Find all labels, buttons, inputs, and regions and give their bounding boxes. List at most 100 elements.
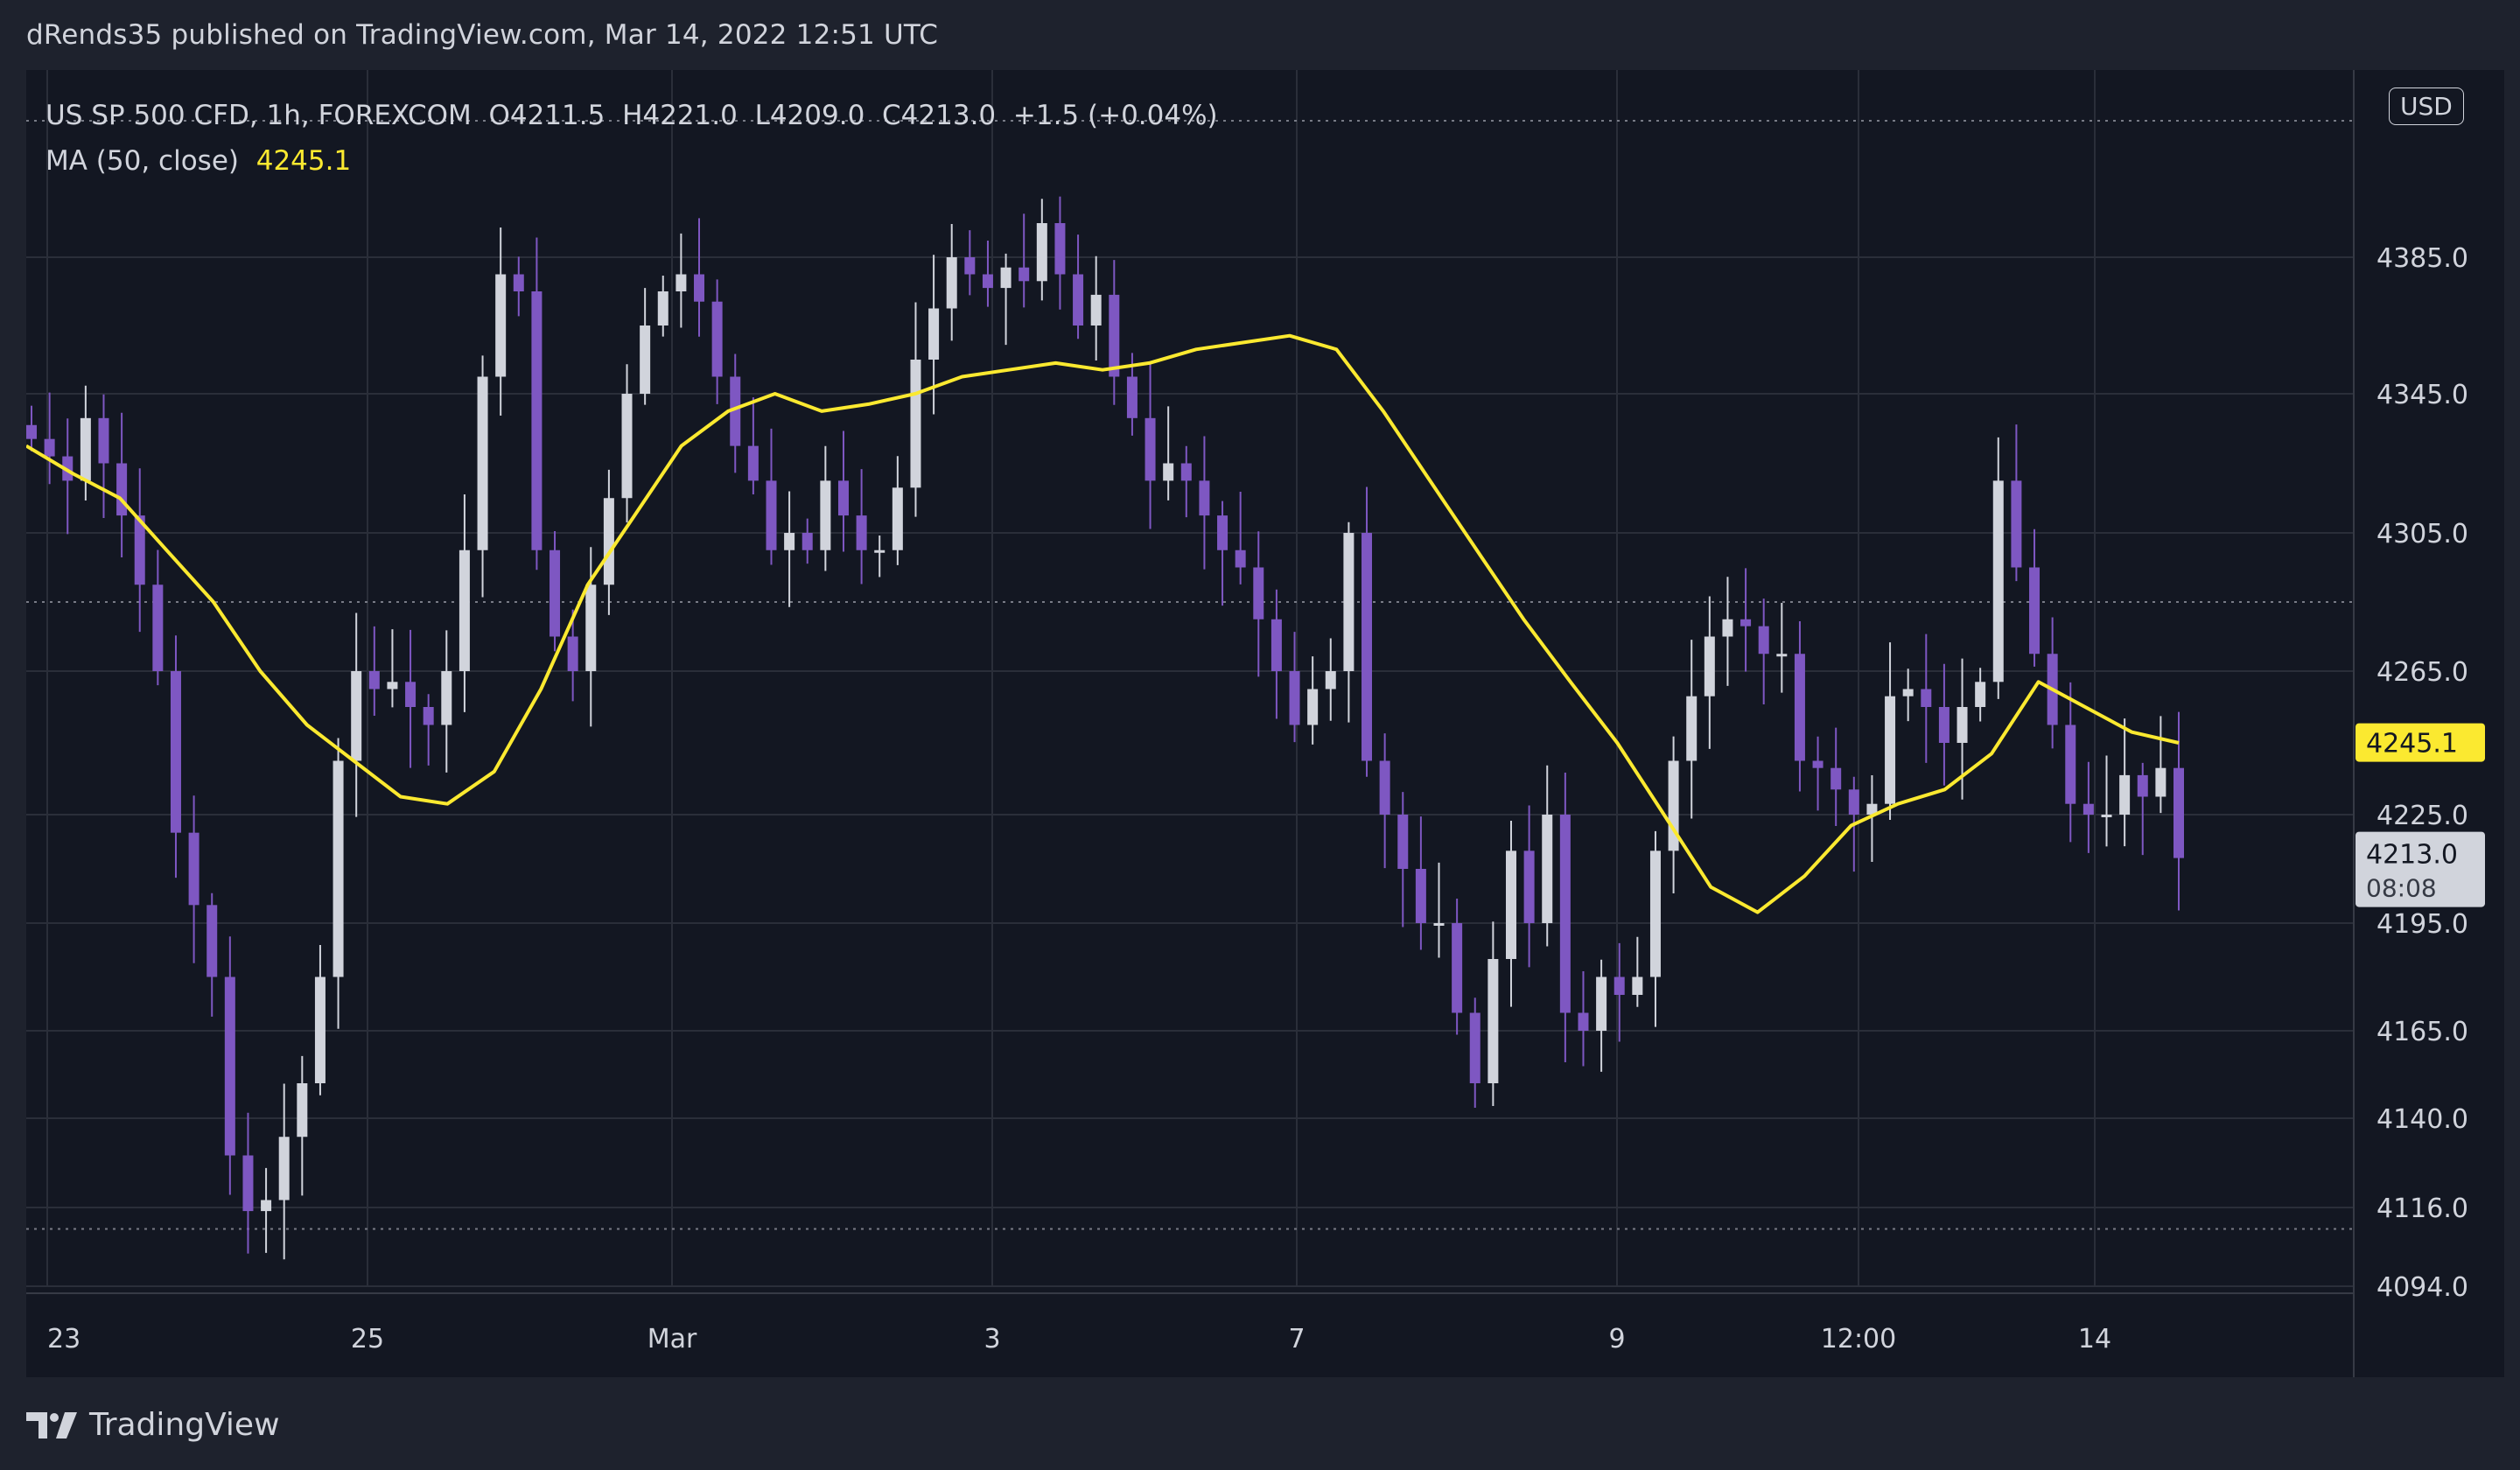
candle-body-bear xyxy=(368,671,380,690)
candle-body-bull xyxy=(80,417,91,481)
candle-body-bull xyxy=(603,498,614,585)
currency-button[interactable]: USD xyxy=(2389,88,2464,125)
candle-body-bull xyxy=(387,682,398,690)
candle-body-bear xyxy=(1830,767,1842,790)
y-tick-label: 4265.0 xyxy=(2376,657,2468,688)
candle-body-bull xyxy=(2155,767,2166,797)
bar-countdown-label: 08:08 xyxy=(2366,874,2437,903)
candle-body-bull xyxy=(621,394,633,499)
legend-ma-value: 4245.1 xyxy=(256,145,352,177)
y-tick-label: 4165.0 xyxy=(2376,1017,2468,1047)
candle-body-bull xyxy=(1542,815,1553,923)
x-tick-label: 3 xyxy=(984,1324,1000,1354)
candle-body-bull xyxy=(1632,976,1643,995)
candle-body-bull xyxy=(1902,689,1914,696)
candle-body-bear xyxy=(1199,480,1210,516)
candle-body-bull xyxy=(1956,707,1968,743)
ma-price-label-bg xyxy=(2356,723,2485,762)
candle-body-bear xyxy=(1270,619,1282,671)
candle-body-bear xyxy=(206,905,218,977)
candle-body-bull xyxy=(784,533,795,550)
x-tick-label: 7 xyxy=(1288,1324,1305,1354)
candle-body-bear xyxy=(1938,707,1950,743)
chart-legend: US SP 500 CFD, 1h, FOREXCOM O4211.5 H422… xyxy=(46,93,1218,184)
candle-body-bull xyxy=(495,274,507,377)
candle-body-bull xyxy=(1776,654,1788,657)
candle-body-bull xyxy=(892,487,903,550)
candle-body-bear xyxy=(98,417,109,464)
candle-body-bear xyxy=(1921,689,1932,707)
candle-body-bull xyxy=(278,1137,290,1200)
candle-body-bull xyxy=(1090,294,1102,326)
legend-change: +1.5 (+0.04%) xyxy=(1012,100,1218,131)
candle-body-bear xyxy=(837,480,849,516)
price-lines xyxy=(26,120,2354,1230)
brand-name: TradingView xyxy=(89,1407,280,1443)
candle-body-bear xyxy=(116,463,128,516)
candle-body-bull xyxy=(297,1083,308,1138)
y-tick-label: 4195.0 xyxy=(2376,909,2468,940)
candle-body-bear xyxy=(1018,267,1030,282)
legend-open: O4211.5 xyxy=(488,100,606,131)
candle-body-bear xyxy=(1578,1012,1589,1031)
last-price-label: 4213.0 xyxy=(2366,840,2458,871)
legend-ma-label: MA (50, close) xyxy=(46,145,239,177)
candle-body-bear xyxy=(1126,376,1138,418)
candle-body-bear xyxy=(2174,767,2184,858)
legend-high: H4221.0 xyxy=(622,100,738,131)
candle-body-bear xyxy=(1452,923,1463,1013)
candle-body-bull xyxy=(261,1200,272,1212)
candle-body-bear xyxy=(1469,1012,1480,1083)
legend-low: L4209.0 xyxy=(754,100,865,131)
tradingview-logo[interactable]: TradingView xyxy=(26,1407,280,1443)
candle-body-bear xyxy=(982,274,993,289)
candle-body-bull xyxy=(1488,959,1499,1083)
candles xyxy=(26,196,2184,1260)
candle-body-bear xyxy=(1812,760,1824,768)
candle-body-bear xyxy=(1362,533,1373,761)
candle-body-bull xyxy=(676,274,687,291)
chart-panel[interactable]: 4385.0 4345.0 4305.0 4265.0 4225.0 4195.0 4165… xyxy=(26,70,2504,1377)
axes: 4385.0 4345.0 4305.0 4265.0 4225.0 4195.0 4165… xyxy=(26,70,2468,1377)
y-tick-label: 4094.0 xyxy=(2376,1272,2468,1303)
candle-body-bear xyxy=(766,480,777,550)
candle-body-bull xyxy=(1000,267,1012,289)
x-tick-label: 14 xyxy=(2078,1324,2111,1354)
candlestick-chart[interactable]: 4385.0 4345.0 4305.0 4265.0 4225.0 4195.0 4165… xyxy=(26,70,2504,1377)
tradingview-logo-icon xyxy=(26,1411,77,1438)
candle-body-bull xyxy=(928,308,940,360)
candle-body-bull xyxy=(585,584,597,671)
x-tick-label: 23 xyxy=(47,1324,80,1354)
candle-body-bear xyxy=(802,533,813,550)
candle-body-bull xyxy=(1163,463,1174,481)
candle-body-bear xyxy=(856,515,867,550)
price-labels: 4245.1 4213.0 08:08 xyxy=(2356,723,2485,907)
candle-body-bear xyxy=(44,438,55,457)
legend-row-symbol: US SP 500 CFD, 1h, FOREXCOM O4211.5 H422… xyxy=(46,93,1218,138)
candle-body-bear xyxy=(242,1155,254,1212)
legend-close: C4213.0 xyxy=(882,100,997,131)
candle-body-bear xyxy=(423,707,434,725)
candle-body-bull xyxy=(1505,850,1516,959)
candle-body-bull xyxy=(1036,223,1047,282)
candle-body-bear xyxy=(1523,850,1535,923)
candle-body-bear xyxy=(1144,417,1156,481)
candle-body-bear xyxy=(1235,550,1246,568)
candle-body-bull xyxy=(1596,976,1607,1031)
candle-body-bull xyxy=(910,360,921,488)
candle-body-bear xyxy=(2082,803,2094,815)
candle-body-bull xyxy=(2119,774,2131,815)
candle-body-bear xyxy=(2011,480,2022,568)
candle-body-bear xyxy=(170,671,181,833)
candle-body-bull xyxy=(477,376,488,550)
candle-body-bull xyxy=(640,326,651,394)
candle-body-bear xyxy=(531,291,542,550)
candle-body-bear xyxy=(1415,869,1426,923)
y-tick-label: 4385.0 xyxy=(2376,243,2468,274)
candle-body-bear xyxy=(1397,815,1409,869)
ma-price-label: 4245.1 xyxy=(2366,729,2458,760)
candle-body-bear xyxy=(964,257,976,275)
candle-body-bull xyxy=(1704,636,1715,696)
candle-body-bull xyxy=(1686,696,1698,761)
ma-line xyxy=(26,333,2180,914)
